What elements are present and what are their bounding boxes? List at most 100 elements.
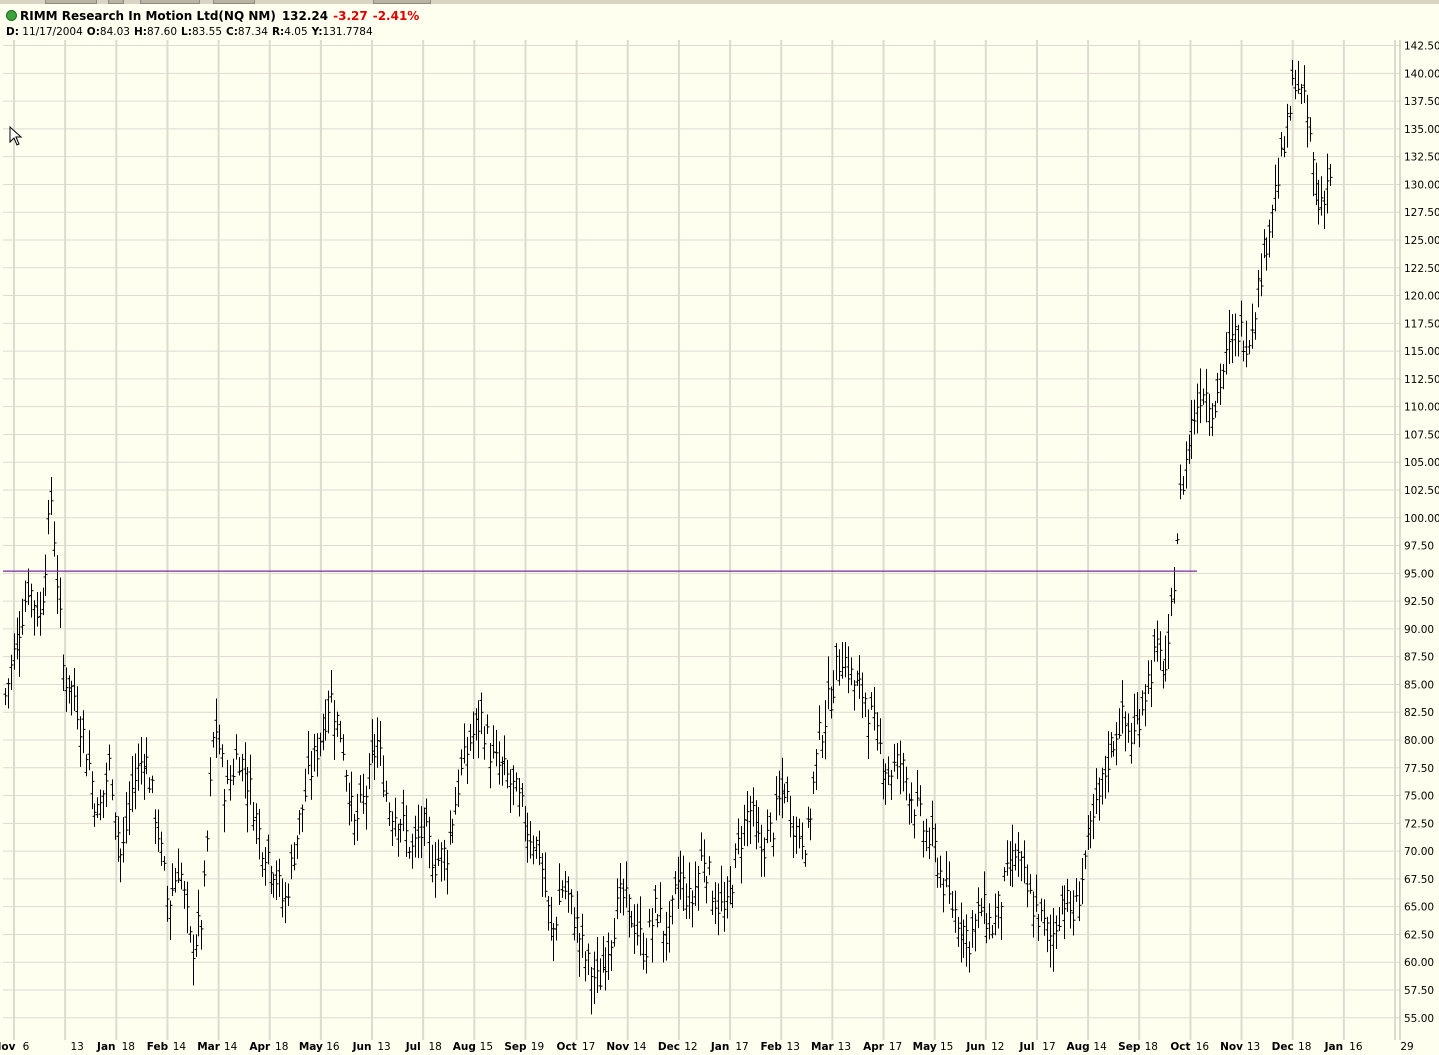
ohlc-bar (1296, 60, 1301, 94)
x-tick-day: 12 (991, 1041, 1004, 1053)
y-tick-label: 85.00 (1404, 679, 1434, 691)
ohlc-bar (1126, 713, 1131, 743)
close-value: 87.34 (237, 26, 268, 38)
ohlc-bar (736, 818, 741, 855)
ohlc-bar (794, 816, 799, 854)
ohlc-bar (947, 861, 952, 904)
ohlc-bar (375, 717, 380, 768)
ohlc-bar (1137, 709, 1142, 748)
ohlc-bar (297, 809, 302, 835)
toolbar-tab[interactable] (108, 0, 124, 4)
ohlc-bar (699, 832, 704, 861)
ohlc-bar (1253, 312, 1258, 340)
ohlc-bar (632, 904, 637, 954)
ohlc-bar (901, 752, 906, 792)
ohlc-bar (1036, 913, 1041, 942)
ohlc-bar (982, 871, 987, 924)
toolbar-tab[interactable] (45, 0, 97, 4)
ohlc-bar (179, 862, 184, 890)
ohlc-bar (609, 940, 614, 971)
x-tick-day: 18 (1298, 1041, 1311, 1053)
ohlc-bar (987, 903, 992, 940)
ohlc-bar (188, 926, 193, 943)
ohlc-bar (759, 824, 764, 877)
ohlc-bar (387, 802, 392, 827)
ohlc-bar (1111, 741, 1116, 757)
x-tick-day: 13 (787, 1041, 800, 1053)
mouse-pointer-icon (9, 126, 23, 146)
ohlc-bar (292, 842, 297, 871)
ohlc-bar (1080, 858, 1085, 905)
ohlc-bar (883, 763, 888, 805)
ohlc-bar (29, 583, 34, 618)
ohlc-bar (101, 790, 106, 819)
ohlc-bar (1302, 65, 1307, 104)
ohlc-bar (953, 890, 958, 933)
y-tick-label: 115.00 (1404, 346, 1439, 358)
ohlc-bar (144, 737, 149, 775)
ohlc-bar (113, 812, 118, 840)
ohlc-bar (159, 831, 164, 866)
ohlc-bar (312, 733, 317, 772)
ohlc-bar (566, 876, 571, 913)
ohlc-bar (390, 811, 395, 847)
ohlc-bar (237, 757, 242, 776)
ohlc-bar (710, 890, 715, 916)
ohlc-bar (1022, 840, 1027, 884)
ohlc-bar (323, 699, 328, 741)
ohlc-bar (1273, 164, 1278, 212)
ohlc-bar (445, 849, 450, 895)
ohlc-bar (84, 754, 89, 777)
ohlc-bar (191, 934, 196, 986)
ohlc-bar (1305, 94, 1310, 148)
ohlc-bar (1175, 533, 1180, 545)
ohlc-bar (361, 773, 366, 814)
ohlc-bar (240, 753, 245, 782)
ohlc-bar (271, 873, 276, 898)
ohlc-bar (1184, 441, 1189, 489)
x-tick-day: 19 (531, 1041, 544, 1053)
ohlc-bar (730, 884, 735, 909)
ohlc-bar (1062, 885, 1067, 940)
ohlc-bar (442, 839, 447, 881)
toolbar-tab[interactable] (140, 0, 200, 4)
x-tick-day: 18 (122, 1041, 135, 1053)
ohlc-bar (1299, 83, 1304, 105)
ohlc-bar (716, 883, 721, 936)
ohlc-bar (55, 555, 60, 614)
ohlc-bar (448, 810, 453, 845)
ohlc-bar (771, 832, 776, 857)
ohlc-bar (915, 770, 920, 807)
quote-header: RIMM Research In Motion Ltd(NQ NM) 132.24… (0, 5, 1439, 41)
ohlc-bar (505, 759, 510, 789)
ohlc-bar (1319, 176, 1324, 216)
ohlc-bar (352, 813, 357, 846)
x-tick-month: Jun (352, 1041, 372, 1053)
ohlc-bar (777, 770, 782, 816)
toolbar-tab[interactable] (213, 0, 255, 4)
ohlc-bar (150, 775, 155, 794)
ohlc-bar (205, 830, 210, 852)
ohlc-bar (280, 878, 285, 918)
ohlc-bar (1192, 399, 1197, 435)
ohlc-bar (476, 700, 481, 759)
ohlc-bar (837, 649, 842, 686)
ohlc-bar (1204, 368, 1209, 423)
ohlc-bar (618, 862, 623, 914)
ohlc-bar (245, 767, 250, 833)
ohlc-bar (849, 657, 854, 686)
ohlc-bar (173, 867, 178, 893)
high-key: H: (133, 26, 147, 38)
ohlc-bar (1114, 722, 1119, 766)
ohlc-bar (878, 718, 883, 755)
ohlc-bar (944, 851, 949, 888)
y-tick-label: 95.00 (1404, 568, 1434, 580)
ohlc-bar (1236, 324, 1241, 357)
ohlc-bar (814, 748, 819, 791)
toolbar-tab[interactable] (373, 0, 431, 4)
ohlc-bar (6, 678, 11, 709)
ohlc-bar (1117, 708, 1122, 739)
ohlc-bar (1031, 891, 1036, 938)
y-tick-label: 130.00 (1404, 179, 1439, 191)
